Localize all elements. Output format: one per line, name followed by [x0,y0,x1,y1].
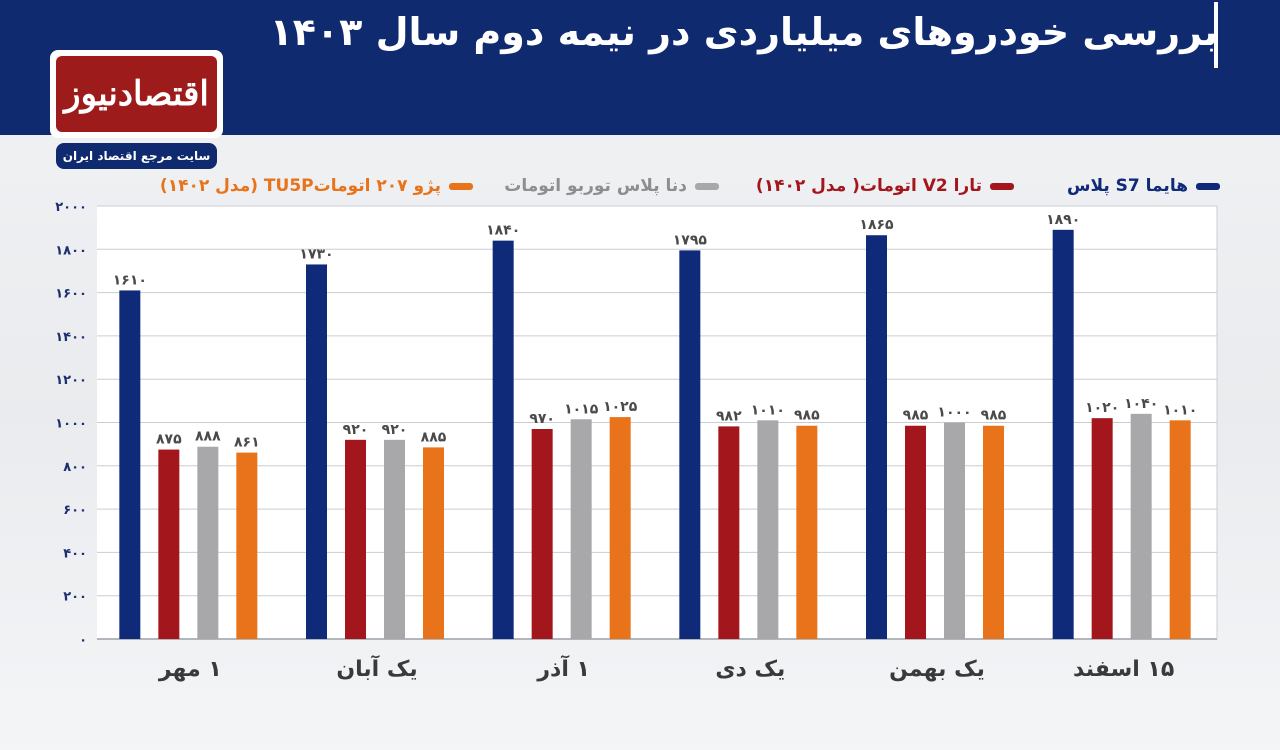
data-label: ۱۰۲۵ [603,399,638,415]
data-label: ۱۷۹۵ [673,232,708,248]
y-tick-label: ۱۲۰۰ [55,373,87,388]
data-label: ۹۲۰ [382,422,408,438]
chart-legend: هایما S7 پلاس تارا V2 اتومات( مدل ۱۴۰۲) … [0,172,1280,200]
x-tick-label: یک آبان [336,654,417,682]
bar [306,264,327,639]
bar [718,426,740,639]
data-label: ۹۲۰ [343,422,369,438]
data-label: ۸۶۱ [234,435,260,451]
bar [197,446,219,639]
data-label: ۸۸۵ [421,429,447,445]
legend-label-peugeot: پژو ۲۰۷ اتوماتTU5P (مدل ۱۴۰۲) [159,176,441,196]
legend-swatch-dena [695,183,719,190]
legend-label-tara: تارا V2 اتومات( مدل ۱۴۰۲) [755,176,982,196]
legend-swatch-tara [990,183,1014,190]
logo-tagline: سایت مرجع اقتصاد ایران [56,143,217,169]
title-divider [1214,2,1218,68]
logo: اقتصادنیوز [50,50,223,138]
bar [492,240,514,639]
data-label: ۱۰۰۰ [937,405,971,421]
data-label: ۱۰۴۰ [1124,396,1158,412]
legend-swatch-haima [1196,183,1220,190]
bar [423,447,444,639]
bar [1130,413,1152,639]
data-label: ۹۸۵ [903,408,929,424]
data-label: ۱۶۱۰ [113,272,147,288]
data-label: ۹۸۵ [981,408,1007,424]
bar [1169,420,1191,639]
y-tick-label: ۲۰۰ [63,590,87,605]
bar [796,425,818,639]
bar [158,449,180,639]
y-tick-label: ۲۰۰۰ [55,200,87,215]
data-label: ۱۸۴۰ [486,223,520,239]
y-tick-label: ۶۰۰ [63,503,87,518]
data-label: ۱۰۲۰ [1085,400,1119,416]
legend-label-haima: هایما S7 پلاس [1066,176,1188,196]
data-label: ۱۸۶۵ [859,217,894,233]
bar [345,439,366,639]
bar [531,428,553,639]
bar [384,439,405,639]
x-tick-label: یک بهمن [889,657,985,682]
data-label: ۱۸۹۰ [1046,212,1080,228]
y-tick-label: ۱۴۰۰ [55,330,87,345]
data-label: ۹۸۵ [794,408,820,424]
data-label: ۱۰۱۵ [564,401,599,417]
bar [236,452,258,639]
logo-wordmark: اقتصادنیوز [56,56,217,132]
data-label: ۱۰۱۰ [1163,402,1197,418]
legend-label-dena: دنا پلاس توربو اتومات [504,176,687,196]
y-tick-label: ۱۸۰۰ [55,243,87,258]
bar [570,419,592,639]
bar [757,420,779,639]
data-label: ۸۸۸ [195,429,221,445]
bar [944,422,965,639]
y-tick-label: ۸۰۰ [63,460,87,475]
bar [679,250,701,639]
y-tick-label: ۰ [79,633,87,648]
y-tick-label: ۱۶۰۰ [55,287,87,302]
data-label: ۸۷۵ [156,432,182,448]
data-label: ۱۰۱۰ [751,402,785,418]
data-label: ۹۷۰ [529,411,555,427]
bar [905,425,926,639]
page-title: بررسی خودروهای میلیاردی در نیمه دوم سال … [269,10,1218,54]
x-tick-label: ۱ مهر [158,657,222,682]
bar [1052,229,1074,639]
x-tick-label: ۱۵ اسفند [1073,657,1174,682]
bar [119,290,141,639]
x-tick-label: یک دی [715,657,785,682]
bar [866,235,887,640]
y-tick-label: ۴۰۰ [63,546,87,561]
x-tick-label: ۱ آذر [536,654,590,682]
data-label: ۱۷۳۰ [299,246,333,262]
y-tick-label: ۱۰۰۰ [55,417,87,432]
bar [609,417,631,639]
bar [1091,418,1113,639]
bar [983,425,1004,639]
legend-swatch-peugeot [449,183,473,190]
data-label: ۹۸۲ [716,408,742,424]
